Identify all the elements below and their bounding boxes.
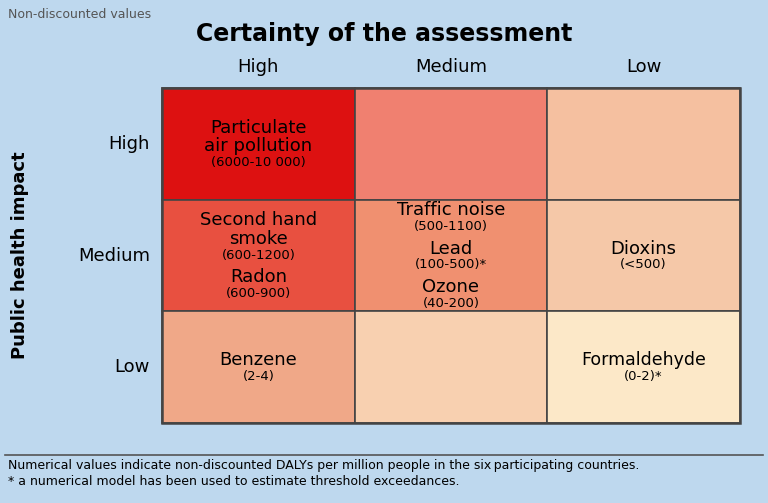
Text: (0-2)*: (0-2)* — [624, 370, 663, 383]
Text: Ozone: Ozone — [422, 278, 479, 296]
Text: Dioxins: Dioxins — [611, 239, 677, 258]
Bar — [548, 311, 740, 423]
Text: Formaldehyde: Formaldehyde — [581, 351, 706, 369]
Bar — [162, 200, 355, 311]
Text: (600-900): (600-900) — [226, 287, 291, 300]
Text: Medium: Medium — [415, 58, 487, 76]
Bar — [162, 88, 355, 200]
Bar — [355, 311, 548, 423]
Text: Public health impact: Public health impact — [11, 152, 29, 359]
Text: Lead: Lead — [429, 239, 472, 258]
Text: (6000-10 000): (6000-10 000) — [211, 156, 306, 169]
Text: (<500): (<500) — [621, 259, 667, 272]
Text: (100-500)*: (100-500)* — [415, 259, 487, 272]
Text: Low: Low — [114, 358, 150, 376]
Text: Medium: Medium — [78, 246, 150, 265]
Bar — [355, 88, 548, 200]
Text: * a numerical model has been used to estimate threshold exceedances.: * a numerical model has been used to est… — [8, 475, 459, 488]
Text: Benzene: Benzene — [220, 351, 297, 369]
Text: High: High — [108, 135, 150, 153]
Bar — [162, 88, 740, 423]
Text: (2-4): (2-4) — [243, 370, 274, 383]
Text: Radon: Radon — [230, 268, 286, 286]
Text: Second hand: Second hand — [200, 211, 317, 229]
Text: Particulate: Particulate — [210, 119, 306, 136]
Text: (500-1100): (500-1100) — [414, 220, 488, 233]
Text: Numerical values indicate non-discounted DALYs per million people in the six par: Numerical values indicate non-discounted… — [8, 459, 640, 472]
Text: Non-discounted values: Non-discounted values — [8, 8, 151, 21]
Text: High: High — [237, 58, 279, 76]
Text: Traffic noise: Traffic noise — [397, 201, 505, 219]
Text: air pollution: air pollution — [204, 137, 313, 155]
Bar — [548, 200, 740, 311]
Text: smoke: smoke — [229, 230, 288, 247]
Text: Certainty of the assessment: Certainty of the assessment — [196, 22, 572, 46]
Text: (600-1200): (600-1200) — [221, 248, 295, 262]
Bar — [548, 88, 740, 200]
Text: Low: Low — [626, 58, 661, 76]
Text: (40-200): (40-200) — [422, 297, 479, 310]
Bar — [162, 311, 355, 423]
Bar — [355, 200, 548, 311]
